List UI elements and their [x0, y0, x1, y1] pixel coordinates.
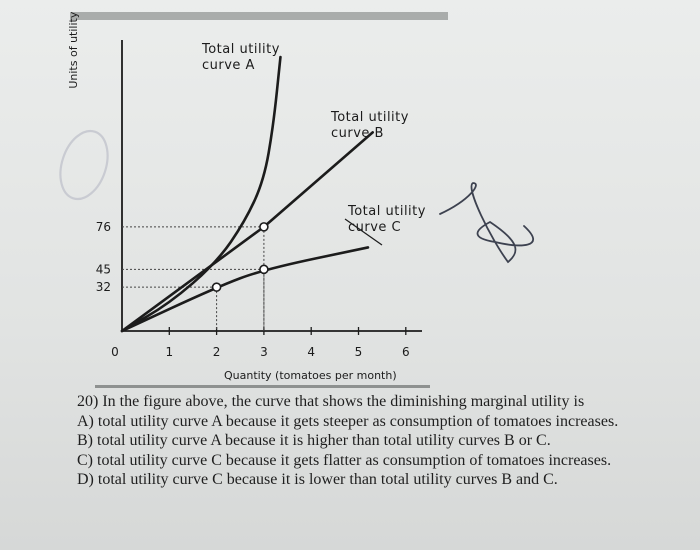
curve-c [120, 246, 370, 333]
pen-circle-mark [59, 129, 109, 201]
x-tick-label-4: 4 [307, 345, 315, 359]
x-tick-label-5: 5 [355, 345, 363, 359]
option-a: A) total utility curve A because it gets… [77, 412, 619, 430]
y-tick-label-45: 45 [96, 262, 111, 276]
x-tick-label-1: 1 [165, 345, 173, 359]
section-rule [95, 385, 430, 388]
point-marker-2 [259, 222, 269, 232]
y-tick-label-76: 76 [96, 220, 111, 234]
curve-c-leader-line [344, 218, 383, 246]
curve-b-label-line-1: curve B [331, 126, 384, 141]
curve-a-label-line-1: curve A [202, 58, 255, 73]
curve-a [120, 55, 282, 333]
point-marker-1 [259, 264, 269, 275]
x-axis-title: Quantity (tomatoes per month) [224, 369, 397, 382]
curve-c-label-line-0: Total utility [347, 204, 426, 219]
question-block: 20) In the figure above, the curve that … [77, 392, 697, 490]
pen-scribble-mark [439, 182, 534, 264]
option-b: B) total utility curve A because it is h… [77, 432, 551, 449]
x-tick-label-3: 3 [260, 345, 268, 359]
point-marker-0 [211, 282, 222, 292]
x-tick-label-6: 6 [402, 345, 410, 359]
curve-a-label-line-0: Total utility [201, 42, 280, 57]
curve-c-label-line-1: curve C [348, 220, 401, 235]
x-tick-label-2: 2 [213, 345, 221, 359]
option-c: C) total utility curve C because it gets… [77, 451, 612, 469]
y-tick-label-32: 32 [96, 280, 111, 294]
top-rule [70, 12, 448, 20]
y-axis-title: Units of utility [67, 11, 80, 88]
question-stem: 20) In the figure above, the curve that … [77, 393, 585, 410]
curve-b-label-line-0: Total utility [330, 110, 409, 125]
option-d: D) total utility curve C because it is l… [77, 471, 558, 488]
x-tick-label-0: 0 [111, 345, 119, 359]
curve-b [120, 131, 374, 333]
